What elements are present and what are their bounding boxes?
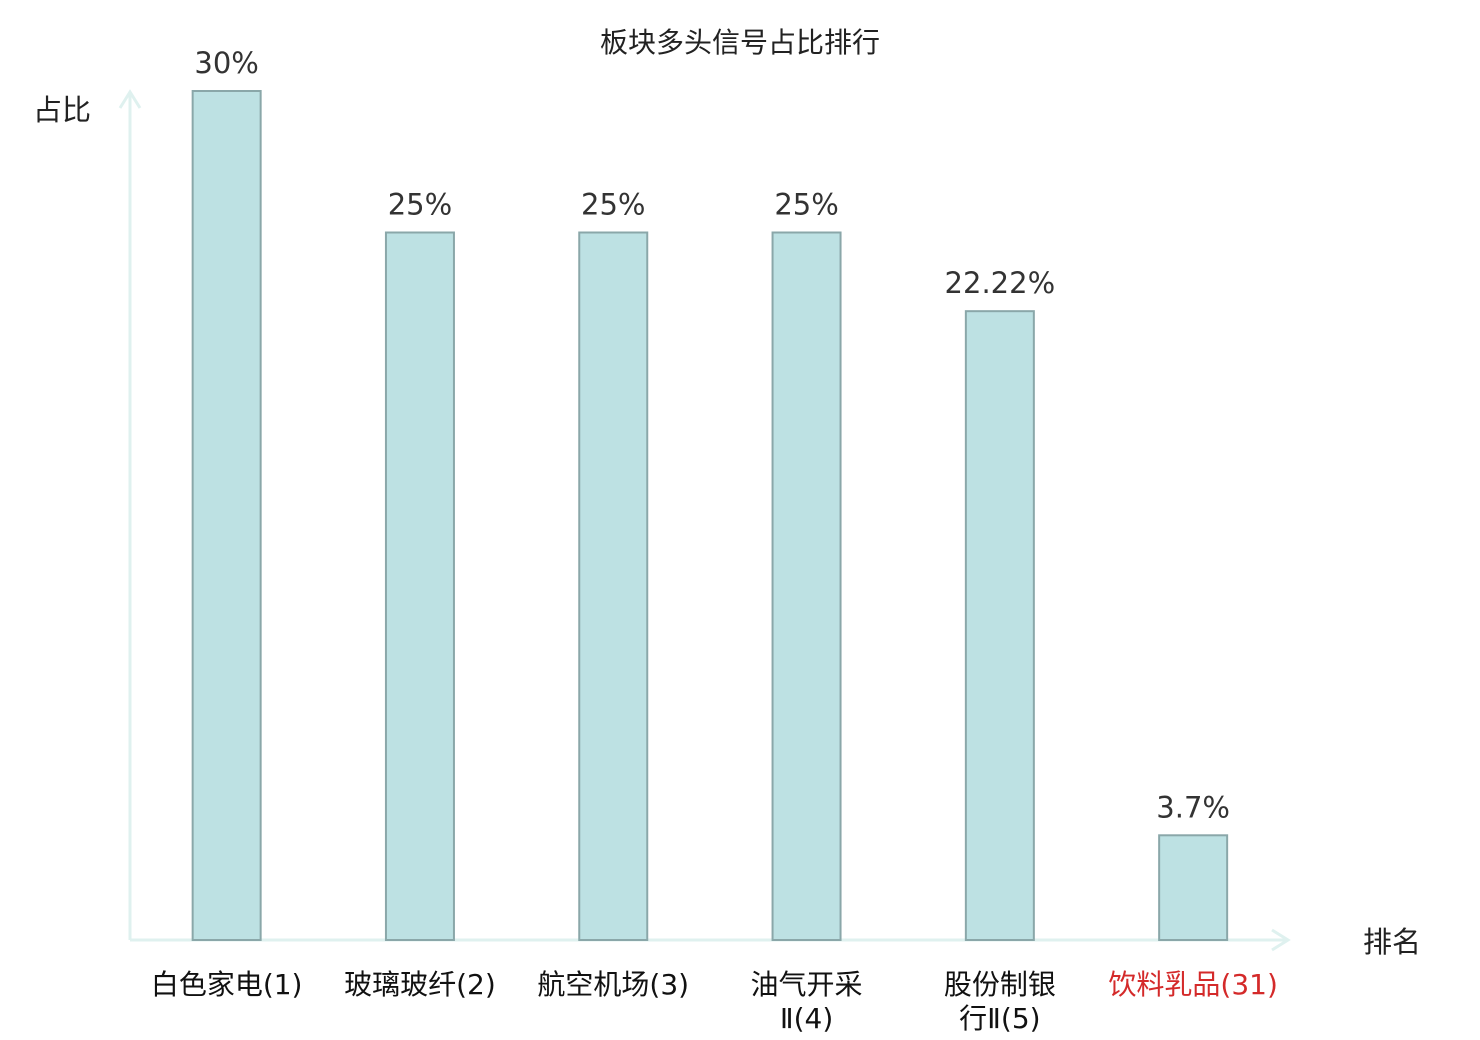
category-label: 饮料乳品(31) [1108,968,1277,1001]
bar-value-label: 22.22% [945,266,1056,300]
x-axis-label: 排名 [1363,925,1421,959]
bar [964,310,1035,941]
y-axis-arrow [118,89,142,109]
x-axis-arrow [1271,928,1291,952]
bar-value-label: 25% [388,188,452,222]
category-label: Ⅱ(4) [780,1002,833,1035]
category-label: 油气开采 [751,968,863,1001]
bar-value-label: 25% [774,188,838,222]
bar [191,90,262,941]
bars [191,90,1229,941]
chart-title: 板块多头信号占比排行 [600,26,880,59]
axes [118,89,1291,952]
category-label: 玻璃玻纤(2) [344,968,496,1001]
bar-value-label: 25% [581,188,645,222]
bar [1158,834,1229,941]
category-label: 行Ⅱ(5) [959,1002,1040,1035]
bar-value-label: 3.7% [1156,790,1230,824]
category-label: 航空机场(3) [537,968,689,1001]
bar [384,231,455,941]
bar [578,231,649,941]
y-axis-label: 占比 [33,93,91,127]
category-label: 白色家电(1) [151,968,303,1001]
bar-value-label: 30% [194,46,258,80]
value-labels: 30% 25% 25% 25% 22.22% 3.7% [194,46,1230,824]
bar [771,231,842,941]
category-label: 股份制银 [944,968,1056,1001]
